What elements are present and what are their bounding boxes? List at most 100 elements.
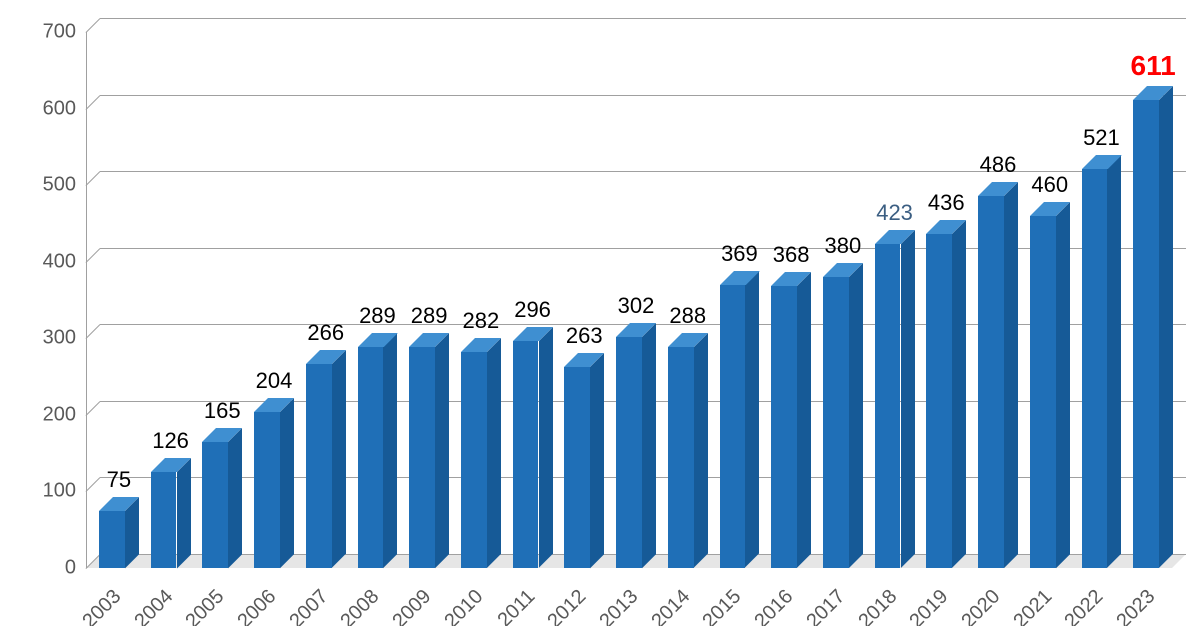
bar — [668, 347, 694, 568]
bar-top — [668, 333, 710, 349]
x-tick-label: 2012 — [544, 585, 592, 626]
bar-side — [849, 263, 865, 570]
x-tick-label: 2023 — [1113, 585, 1161, 626]
bar-side — [590, 353, 606, 570]
x-tick-label: 2015 — [699, 585, 747, 626]
x-tick-label: 2009 — [389, 585, 437, 626]
bar — [564, 367, 590, 568]
bar-side — [435, 333, 451, 570]
bar-side — [1004, 182, 1020, 570]
bar-side — [1107, 155, 1123, 570]
bar-top — [720, 271, 762, 287]
bar-value-label: 611 — [1131, 50, 1176, 82]
gridline — [100, 248, 1186, 249]
gridline-depth — [86, 18, 101, 33]
bar — [409, 347, 435, 568]
bar — [202, 442, 228, 568]
x-tick-label: 2008 — [337, 585, 385, 626]
bar-value-label: 486 — [980, 152, 1017, 178]
bar-top — [254, 398, 296, 414]
bar-side — [745, 271, 761, 570]
bar-top — [202, 428, 244, 444]
bar-side — [694, 333, 710, 570]
x-tick-label: 2004 — [130, 585, 178, 626]
bar-top — [978, 182, 1020, 198]
gridline-depth — [86, 324, 101, 339]
bar-top — [461, 338, 503, 354]
bar — [875, 244, 901, 568]
bar-value-label: 460 — [1031, 172, 1068, 198]
bar-value-label: 521 — [1083, 125, 1120, 151]
gridline — [100, 18, 1186, 19]
gridline — [100, 171, 1186, 172]
bar — [978, 196, 1004, 568]
bar-top — [99, 497, 141, 513]
bar — [823, 277, 849, 568]
bar-value-label: 126 — [152, 428, 189, 454]
x-tick-label: 2013 — [595, 585, 643, 626]
gridline-depth — [86, 248, 101, 263]
bar-value-label: 289 — [411, 303, 448, 329]
y-tick-label: 700 — [0, 21, 76, 44]
x-tick-label: 2014 — [647, 585, 695, 626]
bar-top — [1133, 86, 1175, 102]
y-tick-label: 0 — [0, 557, 76, 580]
bar-top — [1082, 155, 1124, 171]
bar-side — [1056, 202, 1072, 570]
x-tick-label: 2018 — [854, 585, 902, 626]
x-tick-label: 2016 — [751, 585, 799, 626]
bar-side — [1159, 86, 1175, 570]
bar-value-label: 436 — [928, 190, 965, 216]
bar-value-label: 368 — [773, 242, 810, 268]
bar-side — [539, 327, 555, 570]
x-tick-label: 2022 — [1061, 585, 1109, 626]
bar-side — [642, 323, 658, 570]
bar — [720, 285, 746, 568]
bar-value-label: 288 — [669, 303, 706, 329]
y-tick-label: 100 — [0, 480, 76, 503]
y-tick-label: 600 — [0, 97, 76, 120]
x-tick-label: 2019 — [906, 585, 954, 626]
bar-top — [823, 263, 865, 279]
bar-top — [151, 458, 193, 474]
y-axis-line — [86, 32, 87, 568]
x-tick-label: 2005 — [182, 585, 230, 626]
x-tick-label: 2003 — [78, 585, 126, 626]
bar-value-label: 75 — [107, 467, 131, 493]
bar-top — [926, 220, 968, 236]
bar-value-label: 302 — [618, 293, 655, 319]
bar-top — [875, 230, 917, 246]
x-tick-label: 2017 — [802, 585, 850, 626]
bar-value-label: 289 — [359, 303, 396, 329]
bar-value-label: 369 — [721, 241, 758, 267]
bar-side — [332, 350, 348, 570]
bar — [1133, 100, 1159, 568]
bar-top — [306, 350, 348, 366]
x-tick-label: 2020 — [957, 585, 1005, 626]
bar — [461, 352, 487, 568]
bar-value-label: 423 — [876, 200, 913, 226]
bar-top — [409, 333, 451, 349]
bar-top — [358, 333, 400, 349]
bar — [254, 412, 280, 568]
x-tick-label: 2021 — [1009, 585, 1057, 626]
bar-top — [616, 323, 658, 339]
y-tick-label: 300 — [0, 327, 76, 350]
bar-side — [177, 458, 193, 570]
x-tick-label: 2007 — [285, 585, 333, 626]
bar-top — [1030, 202, 1072, 218]
bar-side — [487, 338, 503, 570]
bar-value-label: 282 — [462, 308, 499, 334]
bar-top — [564, 353, 606, 369]
bar-side — [797, 272, 813, 570]
bar — [1082, 169, 1108, 568]
gridline-depth — [86, 95, 101, 110]
bar-chart-3d: 0100200300400500600700752003126200416520… — [0, 0, 1200, 626]
bar-value-label: 266 — [307, 320, 344, 346]
y-tick-label: 200 — [0, 403, 76, 426]
gridline-depth — [86, 478, 101, 493]
bar-side — [952, 220, 968, 570]
bar-value-label: 263 — [566, 323, 603, 349]
bar — [358, 347, 384, 568]
x-tick-label: 2006 — [233, 585, 281, 626]
